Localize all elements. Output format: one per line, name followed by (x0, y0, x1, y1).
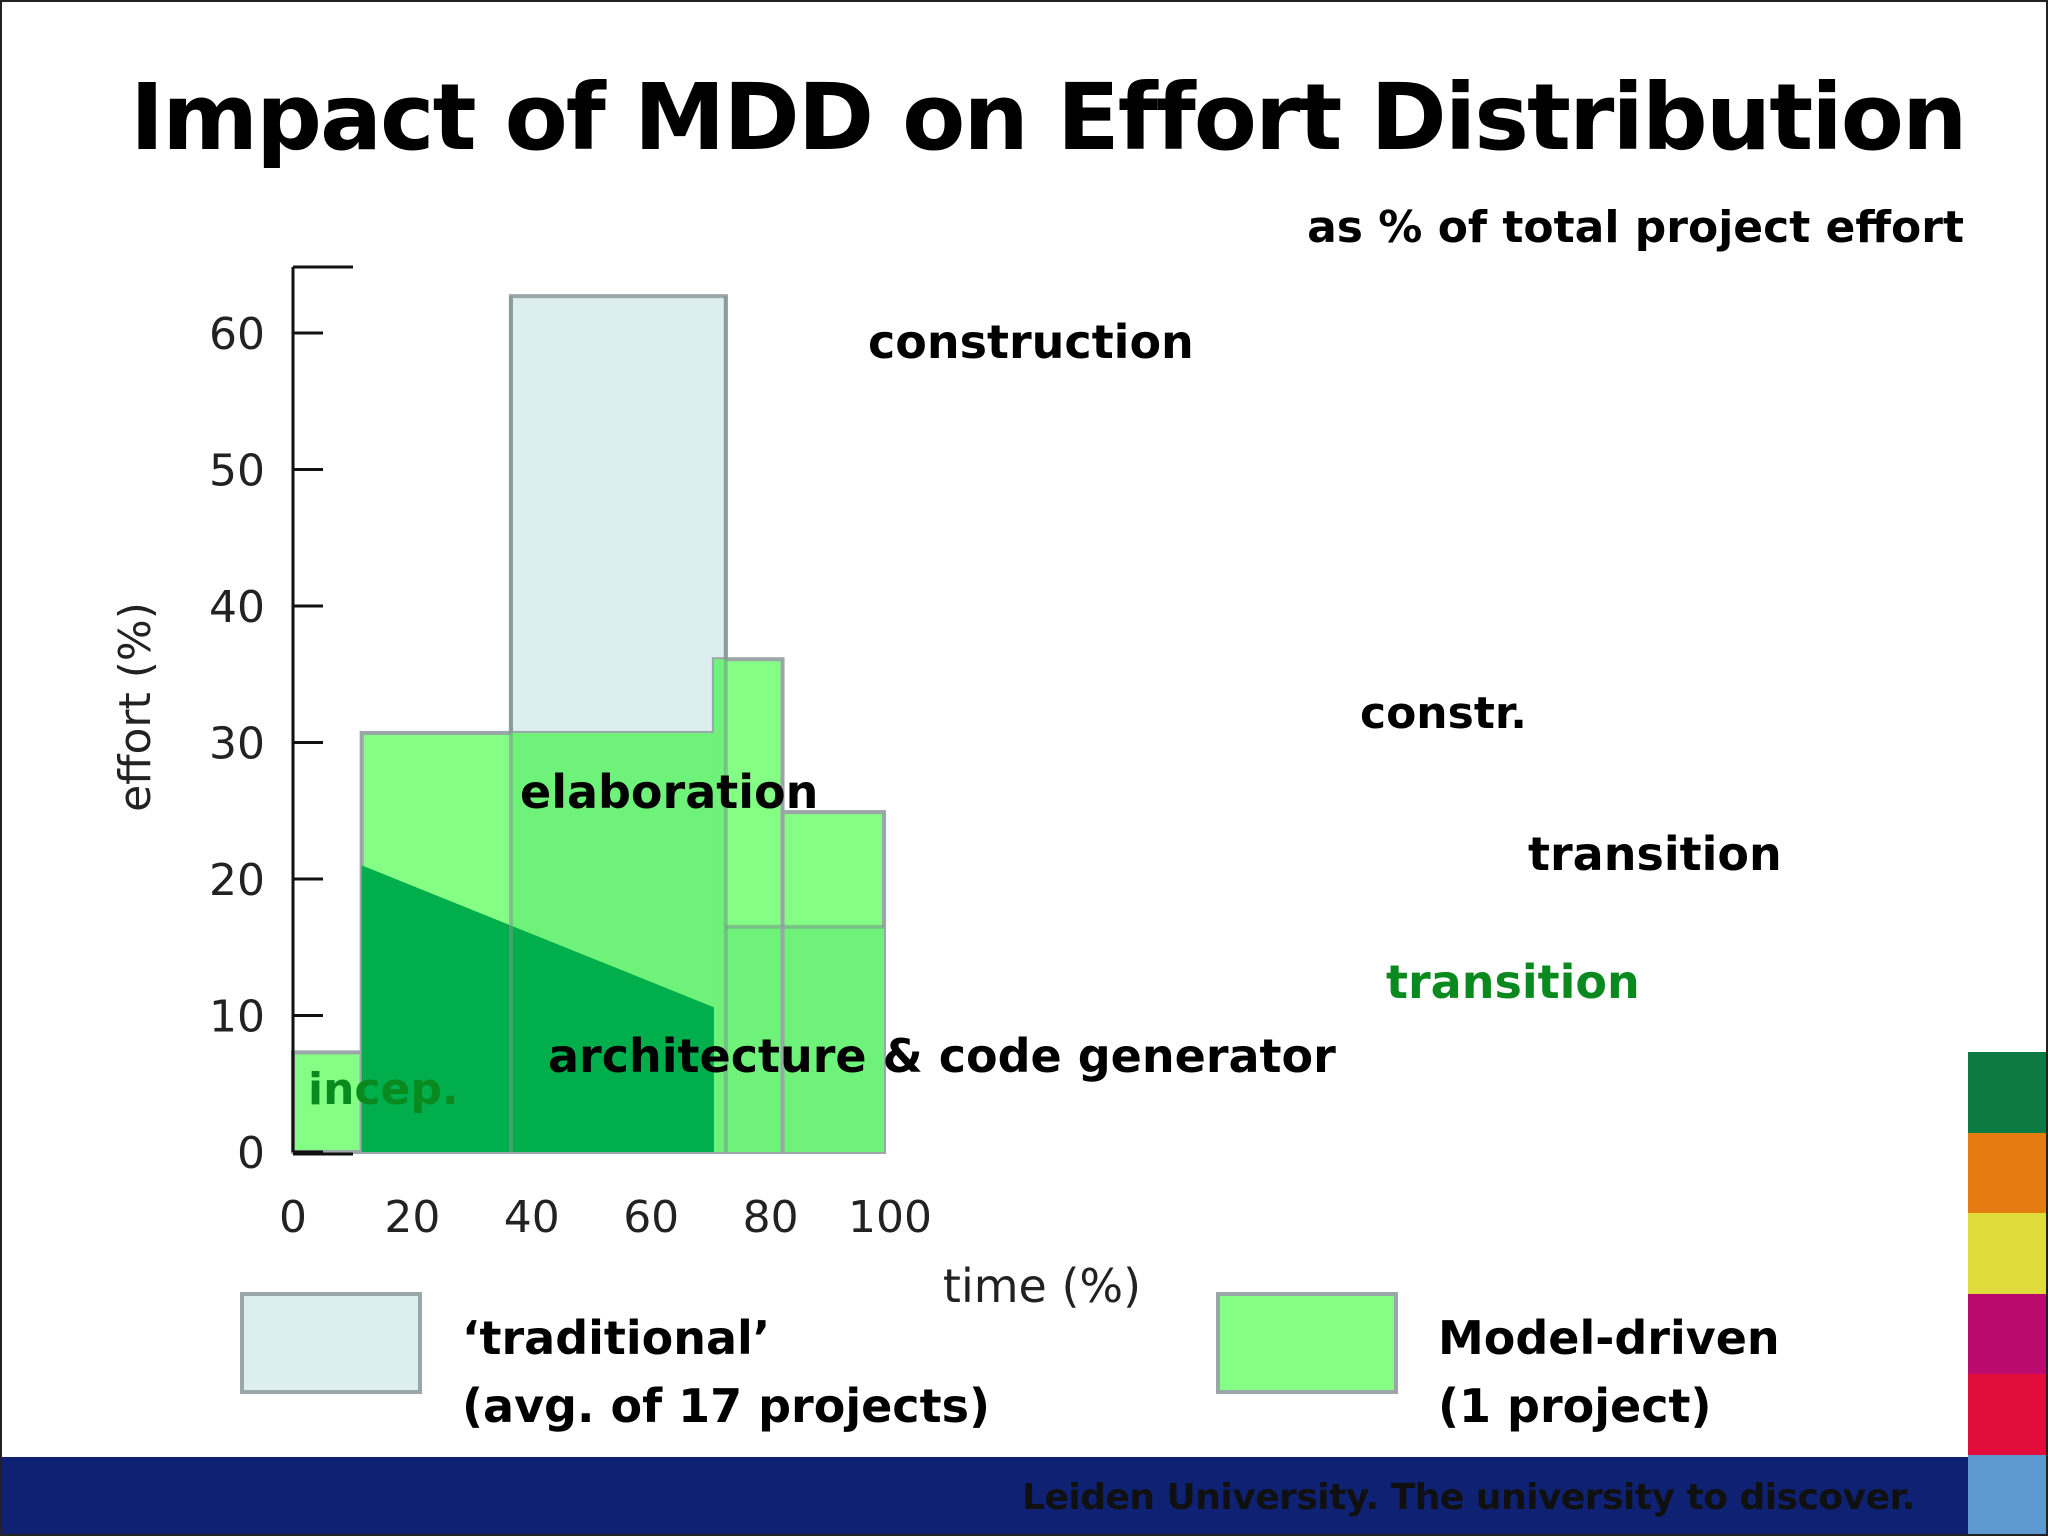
x-tick-label-60: 60 (623, 1192, 679, 1243)
label-constr: constr. (1360, 688, 1527, 739)
label-traditional-transition: transition (1386, 955, 1640, 1009)
legend-label-traditional: ‘traditional’ (avg. of 17 projects) (462, 1304, 990, 1440)
overlap-construction-constr (713, 659, 726, 1152)
x-axis-label: time (%) (943, 1259, 1141, 1313)
slide-subtitle: as % of total project effort (1307, 202, 1964, 253)
x-tick-label-40: 40 (504, 1192, 560, 1243)
x-tick-label-80: 80 (743, 1192, 799, 1243)
footer-bar (2, 1457, 1968, 1534)
y-tick-label-40: 40 (209, 582, 265, 633)
legend-traditional-line2: (avg. of 17 projects) (462, 1379, 990, 1433)
architecture-code-generator-area (361, 865, 714, 1152)
footer-slogan: Leiden University. The university to dis… (1022, 1477, 1915, 1518)
brand-stripe-6 (1968, 1454, 2046, 1534)
label-construction: construction (868, 315, 1194, 369)
slide-title: Impact of MDD on Effort Distribution (130, 64, 1967, 171)
y-axis-label: effort (%) (110, 602, 161, 812)
legend-model-driven-line2: (1 project) (1438, 1379, 1712, 1433)
y-tick-label-10: 10 (209, 992, 265, 1043)
x-tick-label-20: 20 (384, 1192, 440, 1243)
legend-label-model-driven: Model-driven (1 project) (1438, 1304, 1780, 1440)
brand-stripe-2 (1968, 1132, 2046, 1214)
y-tick-label-0: 0 (237, 1128, 265, 1179)
y-tick-label-30: 30 (209, 719, 265, 770)
x-tick-label-100: 100 (848, 1192, 932, 1243)
label-architecture-code-generator: architecture & code generator (548, 1029, 1336, 1083)
brand-stripe-5 (1968, 1374, 2046, 1455)
x-tick-label-0: 0 (279, 1192, 307, 1243)
brand-stripe-4 (1968, 1293, 2046, 1375)
label-elaboration: elaboration (520, 765, 818, 819)
brand-stripe-3 (1968, 1213, 2046, 1294)
legend-swatch-traditional (240, 1292, 422, 1394)
legend-swatch-model-driven (1216, 1292, 1398, 1394)
legend-traditional-line1: ‘traditional’ (462, 1311, 771, 1365)
label-transition: transition (1528, 827, 1782, 881)
y-tick-label-20: 20 (209, 855, 265, 906)
legend-model-driven-line1: Model-driven (1438, 1311, 1780, 1365)
label-incep: incep. (308, 1064, 459, 1115)
brand-stripe-1 (1968, 1052, 2046, 1133)
y-tick-label-50: 50 (209, 446, 265, 497)
y-tick-label-60: 60 (209, 309, 265, 360)
overlap-transition (725, 926, 885, 1152)
